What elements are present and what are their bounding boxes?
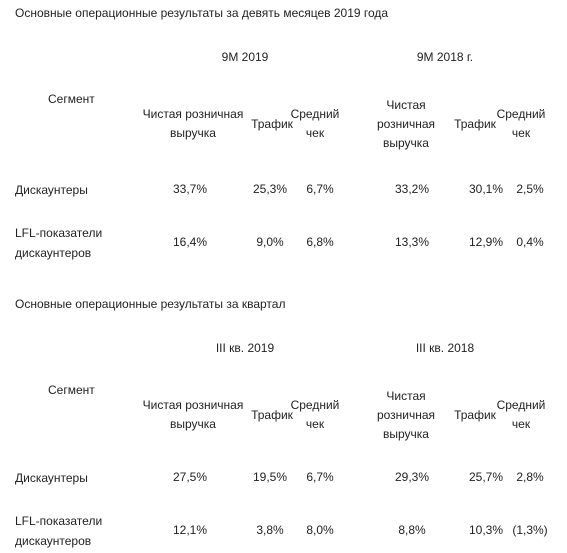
table-title: Основные операционные результаты за девя… [15, 6, 389, 20]
row-label: LFL-показатели дискаунтеров [15, 514, 103, 548]
group-header: III кв. 2019 [215, 341, 275, 355]
cell-value: 27,5% [172, 470, 208, 484]
cell-value: 6,8% [306, 235, 334, 249]
cell-value: 10,3% [468, 523, 504, 537]
column-header: Трафик [251, 407, 293, 422]
column-header: Средний чек [290, 398, 340, 431]
cell-value: 0,4% [516, 235, 544, 249]
cell-value: 29,3% [394, 470, 430, 484]
column-header: Чистая розничная выручка [376, 97, 436, 150]
cell-value: 9,0% [256, 235, 284, 249]
cell-value: (1,3%) [512, 523, 548, 537]
cell-value: 8,0% [306, 523, 334, 537]
cell-value: 2,8% [516, 470, 544, 484]
cell-value: 6,7% [306, 470, 334, 484]
column-header: Трафик [454, 116, 496, 131]
row-label: LFL-показатели дискаунтеров [15, 226, 103, 260]
column-header: Трафик [454, 407, 496, 422]
cell-value: 6,7% [306, 182, 334, 196]
cell-value: 8,8% [398, 523, 426, 537]
cell-value: 12,1% [172, 523, 208, 537]
column-header: Чистая розничная выручка [142, 107, 244, 140]
group-header: 9M 2018 г. [416, 50, 474, 64]
cell-value: 30,1% [468, 182, 504, 196]
cell-value: 25,7% [468, 470, 504, 484]
cell-value: 25,3% [252, 182, 288, 196]
cell-value: 2,5% [516, 182, 544, 196]
table-title: Основные операционные результаты за квар… [15, 297, 286, 311]
row-label: Дискаунтеры [15, 471, 88, 485]
cell-value: 33,7% [172, 182, 208, 196]
cell-value: 3,8% [256, 523, 284, 537]
cell-value: 13,3% [394, 235, 430, 249]
row-label: Дискаунтеры [15, 183, 88, 197]
segment-header: Сегмент [48, 92, 95, 106]
cell-value: 12,9% [468, 235, 504, 249]
column-header: Чистая розничная выручка [142, 398, 244, 431]
group-header: 9M 2019 [221, 50, 269, 64]
cell-value: 33,2% [394, 182, 430, 196]
group-header: III кв. 2018 [415, 341, 475, 355]
column-header: Средний чек [496, 398, 546, 431]
cell-value: 16,4% [172, 235, 208, 249]
column-header: Чистая розничная выручка [376, 388, 436, 441]
segment-header: Сегмент [48, 383, 95, 397]
column-header: Средний чек [290, 107, 340, 140]
column-header: Средний чек [496, 107, 546, 140]
cell-value: 19,5% [252, 470, 288, 484]
column-header: Трафик [251, 116, 293, 131]
